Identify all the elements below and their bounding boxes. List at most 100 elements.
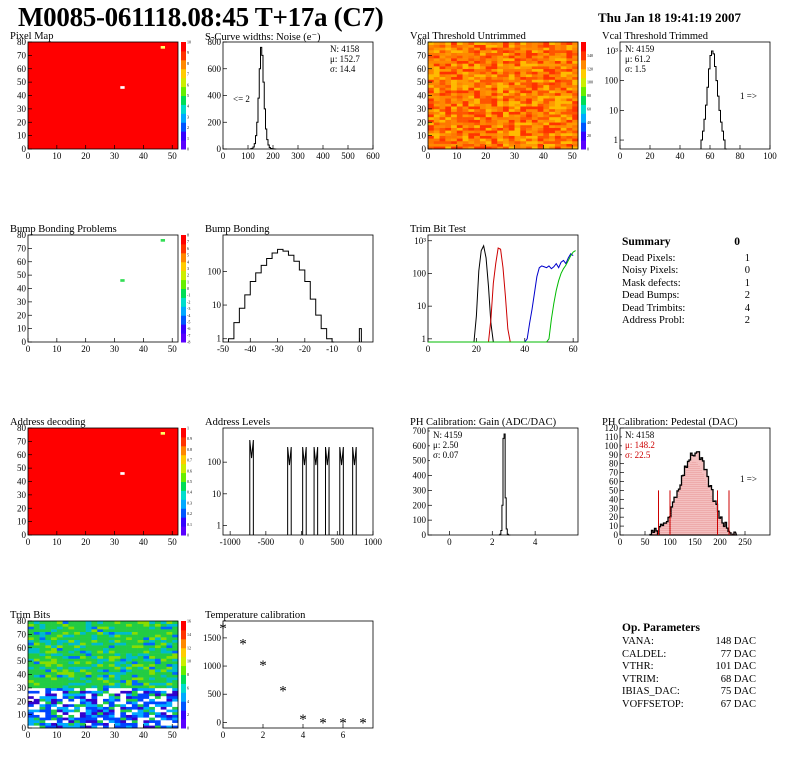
heatmap-cell xyxy=(28,642,35,646)
heatmap-cell xyxy=(33,645,40,649)
heatmap-cell xyxy=(479,79,486,83)
heatmap-cell xyxy=(503,79,510,83)
heatmap-cell xyxy=(45,655,52,659)
heatmap-cell xyxy=(485,103,492,107)
heatmap-cell xyxy=(68,637,75,641)
heatmap-cell xyxy=(514,95,521,99)
heatmap-cell xyxy=(566,42,573,45)
heatmap-cell xyxy=(97,653,104,657)
heatmap-cell xyxy=(45,725,52,729)
heatmap-cell xyxy=(143,695,150,699)
heatmap-cell xyxy=(108,645,115,649)
heatmap-cell xyxy=(149,642,156,646)
heatmap-cell xyxy=(28,682,35,686)
y-tick-label: 100 xyxy=(413,268,427,278)
heatmap-cell xyxy=(103,722,110,726)
x-tick-label: 0 xyxy=(26,730,31,740)
heatmap-cell xyxy=(114,634,121,638)
heatmap-cell xyxy=(497,95,504,99)
color-scale-cell xyxy=(181,131,186,141)
heatmap-cell xyxy=(56,661,63,665)
heatmap-cell xyxy=(531,66,538,70)
heatmap-cell xyxy=(85,711,92,715)
heatmap-cell xyxy=(445,119,452,123)
heatmap-cell xyxy=(79,621,86,624)
heatmap-cell xyxy=(451,100,458,104)
heatmap-cell xyxy=(149,679,156,683)
y-tick-label: 100 xyxy=(208,266,222,276)
heatmap-cell xyxy=(520,42,527,45)
heatmap-cell xyxy=(554,71,561,75)
heatmap-cell xyxy=(520,52,527,56)
y-tick-label: 500 xyxy=(208,689,222,699)
heatmap-cell xyxy=(445,50,452,53)
heatmap-cell xyxy=(485,84,492,88)
heatmap-cell xyxy=(549,108,556,112)
heatmap-cell xyxy=(143,666,150,670)
heatmap-cell xyxy=(74,693,81,697)
heatmap-cell xyxy=(137,639,144,643)
heatmap-cell xyxy=(451,95,458,99)
heatmap-cell xyxy=(97,725,104,729)
z-tick-label: 0 xyxy=(187,147,189,152)
heatmap-cell xyxy=(108,711,115,715)
heatmap-cell xyxy=(143,722,150,726)
heatmap-cell xyxy=(445,84,452,88)
heatmap-cell xyxy=(120,695,127,699)
heatmap-cell xyxy=(45,706,52,710)
heatmap-cell xyxy=(97,722,104,726)
heatmap-cell xyxy=(39,695,46,699)
panel-title: Address decoding xyxy=(10,417,86,428)
z-tick-label: 40 xyxy=(587,120,591,125)
heatmap-cell xyxy=(503,132,510,136)
heatmap-cell xyxy=(479,63,486,67)
heatmap-cell xyxy=(56,634,63,638)
heatmap-cell xyxy=(526,130,533,134)
heatmap-cell xyxy=(91,661,98,665)
heatmap-cell xyxy=(143,645,150,649)
heatmap-cell xyxy=(491,135,498,139)
heatmap-cell xyxy=(45,693,52,697)
heatmap-cell xyxy=(160,693,167,697)
heatmap-cell xyxy=(79,685,86,689)
heatmap-cell xyxy=(45,695,52,699)
heatmap-cell xyxy=(462,47,469,51)
heatmap-cell xyxy=(103,725,110,729)
heatmap-cell xyxy=(120,637,127,641)
heatmap-cell xyxy=(560,63,567,67)
heatmap-cell xyxy=(108,671,115,675)
heatmap-cell xyxy=(474,132,481,136)
heatmap-cell xyxy=(154,677,161,681)
heatmap-cell xyxy=(520,119,527,123)
heatmap-cell xyxy=(514,103,521,107)
heatmap-cell xyxy=(79,701,86,705)
heatmap-cell xyxy=(114,621,121,624)
data-point-marker: * xyxy=(319,715,327,731)
heatmap-cell xyxy=(554,90,561,94)
heatmap-cell xyxy=(445,58,452,62)
heatmap-cell xyxy=(97,637,104,641)
y-tick-label: 70 xyxy=(417,50,427,60)
heatmap-cell xyxy=(451,52,458,56)
underflow-note: <= 2 xyxy=(233,94,250,104)
heatmap-cell xyxy=(485,79,492,83)
heatmap-cell xyxy=(137,671,144,675)
heatmap-cell xyxy=(572,130,579,134)
heatmap-cell xyxy=(62,631,69,635)
heatmap-cell xyxy=(33,677,40,681)
heatmap-cell xyxy=(137,725,144,729)
heatmap-cell xyxy=(143,661,150,665)
heatmap-cell xyxy=(445,122,452,126)
heatmap-cell xyxy=(428,90,435,94)
heatmap-cell xyxy=(549,98,556,102)
heatmap-cell xyxy=(531,140,538,144)
y-tick-label: 40 xyxy=(417,91,427,101)
heatmap-cell xyxy=(549,74,556,78)
heatmap-cell xyxy=(543,140,550,144)
heatmap-cell xyxy=(97,706,104,710)
heatmap-cell xyxy=(62,647,69,651)
heatmap-cell xyxy=(456,130,463,134)
x-tick-label: 40 xyxy=(520,344,530,354)
z-tick-label: 0 xyxy=(187,726,189,731)
